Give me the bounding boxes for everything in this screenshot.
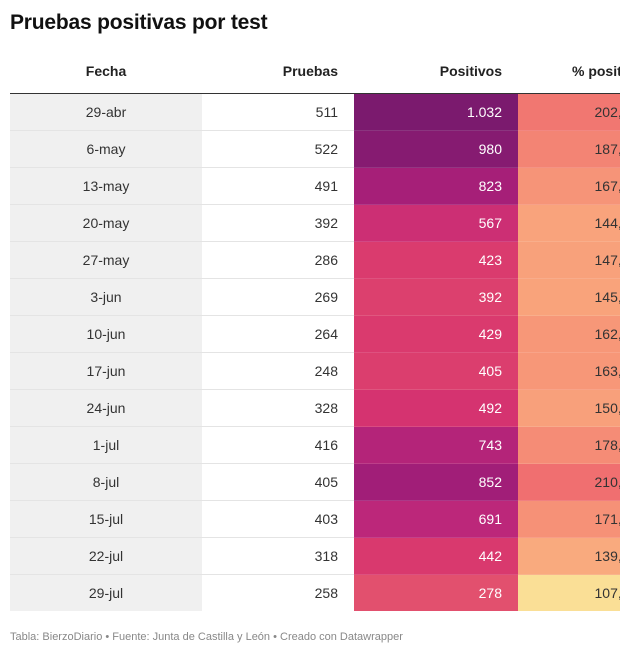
cell-pruebas: 511 [202,93,354,131]
cell-pruebas: 286 [202,241,354,279]
col-header-pct-positivo[interactable]: % positivo [518,63,620,94]
cell-fecha: 8-jul [10,463,202,501]
cell-fecha: 1-jul [10,426,202,464]
cell-pruebas: 258 [314,585,338,601]
cell-fecha: 13-may [10,167,202,205]
cell-fecha: 27-may [10,241,202,279]
cell-fecha: 10-jun [10,315,202,353]
cell-positivos: 743 [354,426,518,464]
cell-positivos: 392 [354,278,518,316]
cell-pct-positivo: 147,9% [518,241,620,279]
cell-fecha: 3-jun [10,278,202,316]
cell-fecha: 22-jul [10,537,202,575]
cell-pct-positivo: 107,8% [518,574,620,611]
cell-fecha: 15-jul [10,500,202,538]
page-title: Pruebas positivas por test [10,11,268,34]
cell-pct-positivo: 144,6% [518,204,620,242]
cell-positivos: 492 [354,389,518,427]
cell-positivos: 1.032 [354,93,518,131]
cell-pruebas: 318 [202,537,354,575]
cell-pct-positivo: 150,0% [518,389,620,427]
cell-pruebas: 416 [202,426,354,464]
cell-positivos: 442 [354,537,518,575]
cell-fecha: 20-may [10,204,202,242]
cell-pruebas: 248 [202,352,354,390]
cell-pct-positivo: 187,7% [518,130,620,168]
cell-fecha: 17-jun [10,352,202,390]
cell-pct-positivo: 139,0% [518,537,620,575]
cell-positivos: 823 [354,167,518,205]
header-row: Fecha Pruebas Positivos % positivo [10,63,620,94]
cell-positivos: 567 [354,204,518,242]
cell-fecha: 24-jun [10,389,202,427]
col-header-positivos[interactable]: Positivos [354,63,518,94]
cell-pct-positivo: 202,0% [518,93,620,131]
cell-positivos: 852 [354,463,518,501]
cell-positivos: 423 [354,241,518,279]
cell-pct-positivo: 210,4% [518,463,620,501]
cell-positivos: 980 [354,130,518,168]
cell-fecha: 29-abr [10,93,202,131]
cell-pruebas: 522 [202,130,354,168]
cell-pct-positivo: 163,3% [518,352,620,390]
cell-pruebas: 403 [202,500,354,538]
cell-pct-positivo: 167,6% [518,167,620,205]
cell-pruebas: 328 [202,389,354,427]
cell-positivos: 691 [354,500,518,538]
cell-pct-positivo: 171,5% [518,500,620,538]
data-table: Fecha Pruebas Positivos % positivo 29-ab… [10,63,620,611]
cell-fecha: 29-jul [10,574,202,611]
source-footer: Tabla: BierzoDiario • Fuente: Junta de C… [10,631,403,643]
col-header-pruebas[interactable]: Pruebas [202,63,354,94]
cell-pruebas: 405 [202,463,354,501]
cell-positivos: 405 [354,352,518,390]
cell-pruebas: 269 [202,278,354,316]
cell-pruebas: 392 [202,204,354,242]
col-header-fecha[interactable]: Fecha [10,63,202,94]
cell-positivos: 278 [354,574,518,611]
cell-pct-positivo: 145,7% [518,278,620,316]
cell-pruebas: 491 [202,167,354,205]
table-body: 29-abr5111.032202,0%6-may522980187,7%13-… [10,93,620,611]
cell-pruebas: 264 [202,315,354,353]
cell-positivos: 429 [354,315,518,353]
cell-pct-positivo: 178,6% [518,426,620,464]
cell-fecha: 6-may [10,130,202,168]
cell-pct-positivo: 162,5% [518,315,620,353]
